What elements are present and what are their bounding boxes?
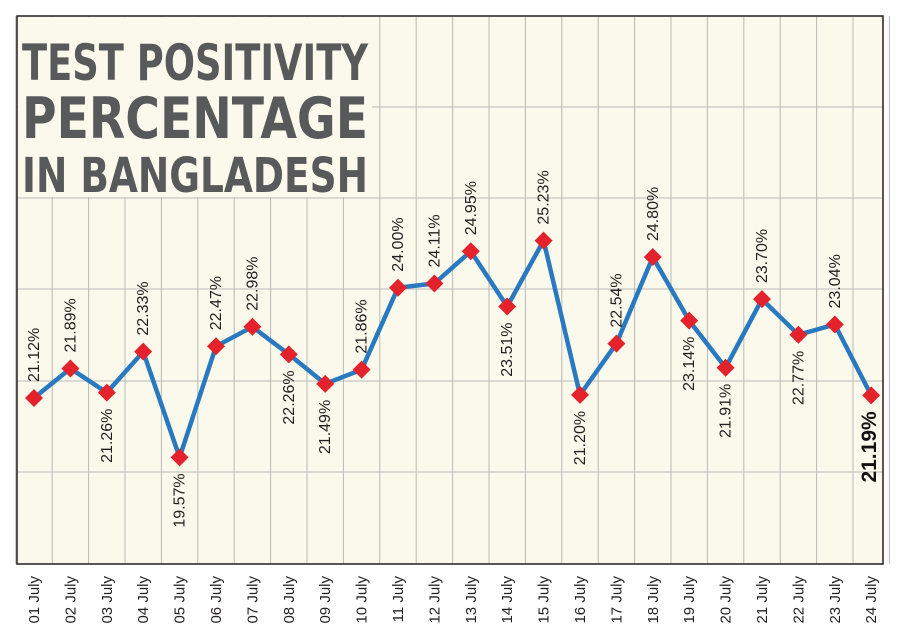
data-point-23 — [825, 315, 844, 334]
x-tick-label-9: 09 July — [317, 576, 334, 624]
chart-title: TEST POSITIVITY PERCENTAGE IN BANGLADESH — [22, 34, 369, 204]
data-point-7 — [243, 317, 262, 336]
data-point-12 — [425, 274, 444, 293]
data-label-1: 21.12% — [26, 328, 43, 382]
x-tick-label-12: 12 July — [426, 576, 443, 624]
data-point-22 — [789, 325, 808, 344]
x-tick-label-8: 08 July — [281, 576, 298, 624]
data-label-13: 24.95% — [463, 181, 480, 235]
data-label-14: 23.51% — [499, 322, 516, 376]
x-tick-label-16: 16 July — [572, 576, 589, 624]
data-point-20 — [716, 358, 735, 377]
data-markers — [25, 231, 881, 467]
data-label-5: 19.57% — [172, 473, 189, 527]
data-labels: 21.12% 21.89% 21.26% 22.33% 19.57% 22.47% 22.9… — [26, 170, 881, 527]
data-point-8 — [279, 345, 298, 364]
data-label-11: 24.00% — [390, 217, 407, 271]
data-point-2 — [61, 359, 80, 378]
x-tick-label-3: 03 July — [99, 576, 116, 624]
data-label-22: 22.77% — [790, 351, 807, 405]
data-point-13 — [461, 242, 480, 261]
data-label-18: 24.80% — [645, 187, 662, 241]
series-line — [32, 238, 874, 460]
data-label-20: 21.91% — [718, 384, 735, 438]
x-tick-label-22: 22 July — [790, 576, 807, 624]
title-line-3: IN BANGLADESH — [22, 148, 368, 204]
plot-frame — [16, 15, 884, 565]
data-point-9 — [316, 374, 335, 393]
x-tick-label-1: 01 July — [26, 576, 43, 624]
x-tick-label-2: 02 July — [62, 576, 79, 624]
x-tick-label-5: 05 July — [172, 576, 189, 624]
x-tick-label-21: 21 July — [754, 576, 771, 624]
x-tick-label-14: 14 July — [499, 576, 516, 624]
data-point-11 — [389, 278, 407, 297]
data-point-1 — [25, 389, 43, 407]
data-point-5 — [170, 448, 189, 467]
x-tick-label-7: 07 July — [244, 576, 261, 624]
series-path — [32, 238, 874, 460]
data-label-21: 23.70% — [754, 229, 771, 283]
x-tick-label-18: 18 July — [645, 576, 662, 624]
x-tick-label-6: 06 July — [208, 576, 225, 624]
data-label-8: 22.26% — [281, 370, 298, 424]
data-point-15 — [534, 231, 553, 250]
data-label-17: 22.54% — [608, 273, 625, 327]
data-label-23: 23.04% — [827, 254, 844, 308]
x-tick-label-24: 24 July — [863, 576, 880, 624]
x-tick-label-11: 11 July — [390, 576, 407, 623]
data-point-3 — [97, 383, 116, 402]
data-label-6: 22.47% — [208, 276, 225, 330]
title-background — [18, 17, 372, 197]
x-tick-label-17: 17 July — [608, 576, 625, 624]
data-point-14 — [498, 297, 517, 316]
data-label-3: 21.26% — [99, 409, 116, 463]
title-line-1: TEST POSITIVITY — [22, 34, 369, 92]
data-label-4: 22.33% — [135, 281, 152, 335]
data-label-7: 22.98% — [244, 256, 261, 310]
data-label-24: 21.19% — [858, 411, 881, 483]
data-point-16 — [571, 385, 589, 404]
x-tick-label-4: 04 July — [135, 576, 152, 624]
data-point-4 — [134, 342, 153, 361]
x-tick-label-19: 19 July — [681, 576, 698, 624]
data-label-2: 21.89% — [62, 298, 79, 352]
x-tick-label-20: 20 July — [718, 576, 735, 624]
data-label-19: 23.14% — [681, 337, 698, 391]
x-tick-label-13: 13 July — [463, 576, 480, 624]
data-point-6 — [207, 337, 225, 356]
data-label-10: 21.86% — [354, 299, 371, 353]
data-point-21 — [753, 290, 771, 309]
title-line-2: PERCENTAGE — [22, 86, 368, 152]
data-point-19 — [680, 311, 699, 330]
x-axis-ticks: 01 July 02 July 03 July 04 July 05 July 06 Ju… — [26, 576, 880, 624]
data-label-12: 24.11% — [426, 214, 443, 267]
data-point-17 — [607, 334, 626, 353]
data-point-18 — [643, 248, 662, 267]
x-tick-label-23: 23 July — [827, 576, 844, 624]
data-label-16: 21.20% — [572, 411, 589, 465]
data-point-10 — [352, 360, 371, 379]
data-point-24 — [862, 386, 881, 405]
data-label-15: 25.23% — [536, 170, 553, 224]
x-tick-label-15: 15 July — [536, 576, 553, 624]
data-label-9: 21.49% — [317, 400, 334, 454]
x-tick-label-10: 10 July — [354, 576, 371, 624]
